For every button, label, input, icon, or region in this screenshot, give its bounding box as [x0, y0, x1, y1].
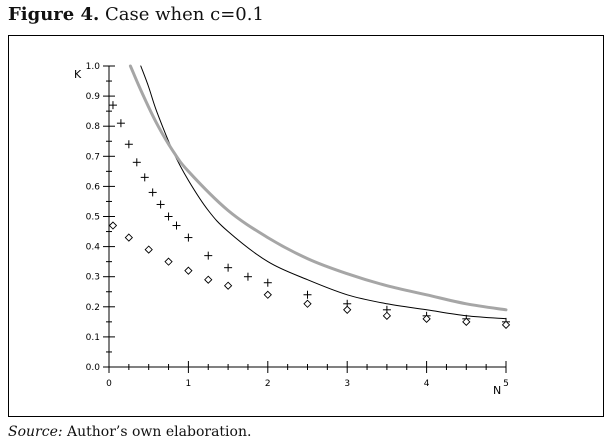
diamond-marker: [164, 257, 173, 266]
y-tick-label: 0.2: [86, 303, 100, 313]
diamond-marker: [263, 290, 272, 299]
plus-marker: [164, 212, 173, 221]
plus-marker: [116, 119, 125, 128]
x-tick-label: 4: [424, 379, 430, 389]
x-tick-label: 5: [503, 379, 509, 389]
diamond-marker: [343, 305, 352, 314]
y-tick-label: 0.1: [86, 333, 100, 343]
diamond-marker: [422, 314, 431, 323]
chart-ticks: 0.0 0.1 0.2 0.3 0.4 0.5 0.6 0.7 0.8 0.9 1.0 0 1 2 3 4 5: [86, 62, 509, 389]
x-tick-label: 3: [344, 379, 350, 389]
diamond-marker: [184, 266, 193, 275]
series-line-0: [140, 65, 507, 320]
diamond-marker: [501, 320, 511, 329]
x-axis-label: N: [493, 384, 501, 397]
y-axis-label: K: [74, 68, 82, 81]
plus-marker: [156, 200, 165, 209]
diamond-marker: [303, 299, 312, 308]
plus-marker: [108, 101, 117, 110]
diamond-marker: [462, 317, 471, 326]
y-tick-label: 0.0: [86, 363, 101, 373]
plus-marker: [303, 290, 312, 299]
diamond-marker: [382, 311, 392, 320]
x-tick-label: 0: [106, 379, 112, 389]
diamond-marker: [108, 221, 118, 230]
plus-marker: [243, 272, 252, 281]
plus-marker: [184, 233, 193, 242]
y-tick-label: 0.5: [86, 213, 100, 223]
figure-label: Figure 4.: [8, 4, 100, 25]
y-tick-label: 1.0: [86, 62, 101, 72]
plus-marker: [140, 173, 149, 182]
plus-marker: [132, 158, 141, 167]
diamond-marker: [204, 275, 213, 284]
figure-title: Figure 4. Case when c=0.1: [8, 4, 264, 25]
source-label: Source:: [8, 424, 63, 440]
figure-caption: Case when c=0.1: [105, 4, 264, 25]
y-tick-label: 0.8: [86, 122, 101, 132]
chart-frame: [8, 35, 604, 417]
plus-marker: [172, 221, 181, 230]
x-tick-label: 1: [186, 379, 192, 389]
y-tick-label: 0.9: [86, 92, 101, 102]
plus-marker: [204, 251, 213, 260]
x-tick-label: 2: [265, 379, 271, 389]
plus-marker: [224, 263, 233, 272]
diamond-marker: [223, 281, 233, 290]
plus-marker: [124, 140, 133, 149]
diamond-marker: [124, 233, 133, 242]
y-tick-label: 0.7: [86, 152, 100, 162]
source-text: Author’s own elaboration.: [67, 424, 252, 440]
diamond-marker: [144, 245, 153, 254]
y-tick-label: 0.3: [86, 273, 100, 283]
chart-series-layer: [108, 64, 511, 329]
series-line-1: [128, 64, 508, 312]
y-tick-label: 0.4: [86, 243, 101, 253]
y-tick-label: 0.6: [86, 182, 101, 192]
plus-marker: [263, 278, 272, 287]
plus-marker: [148, 188, 157, 197]
source-note: Source: Author’s own elaboration.: [8, 424, 251, 440]
